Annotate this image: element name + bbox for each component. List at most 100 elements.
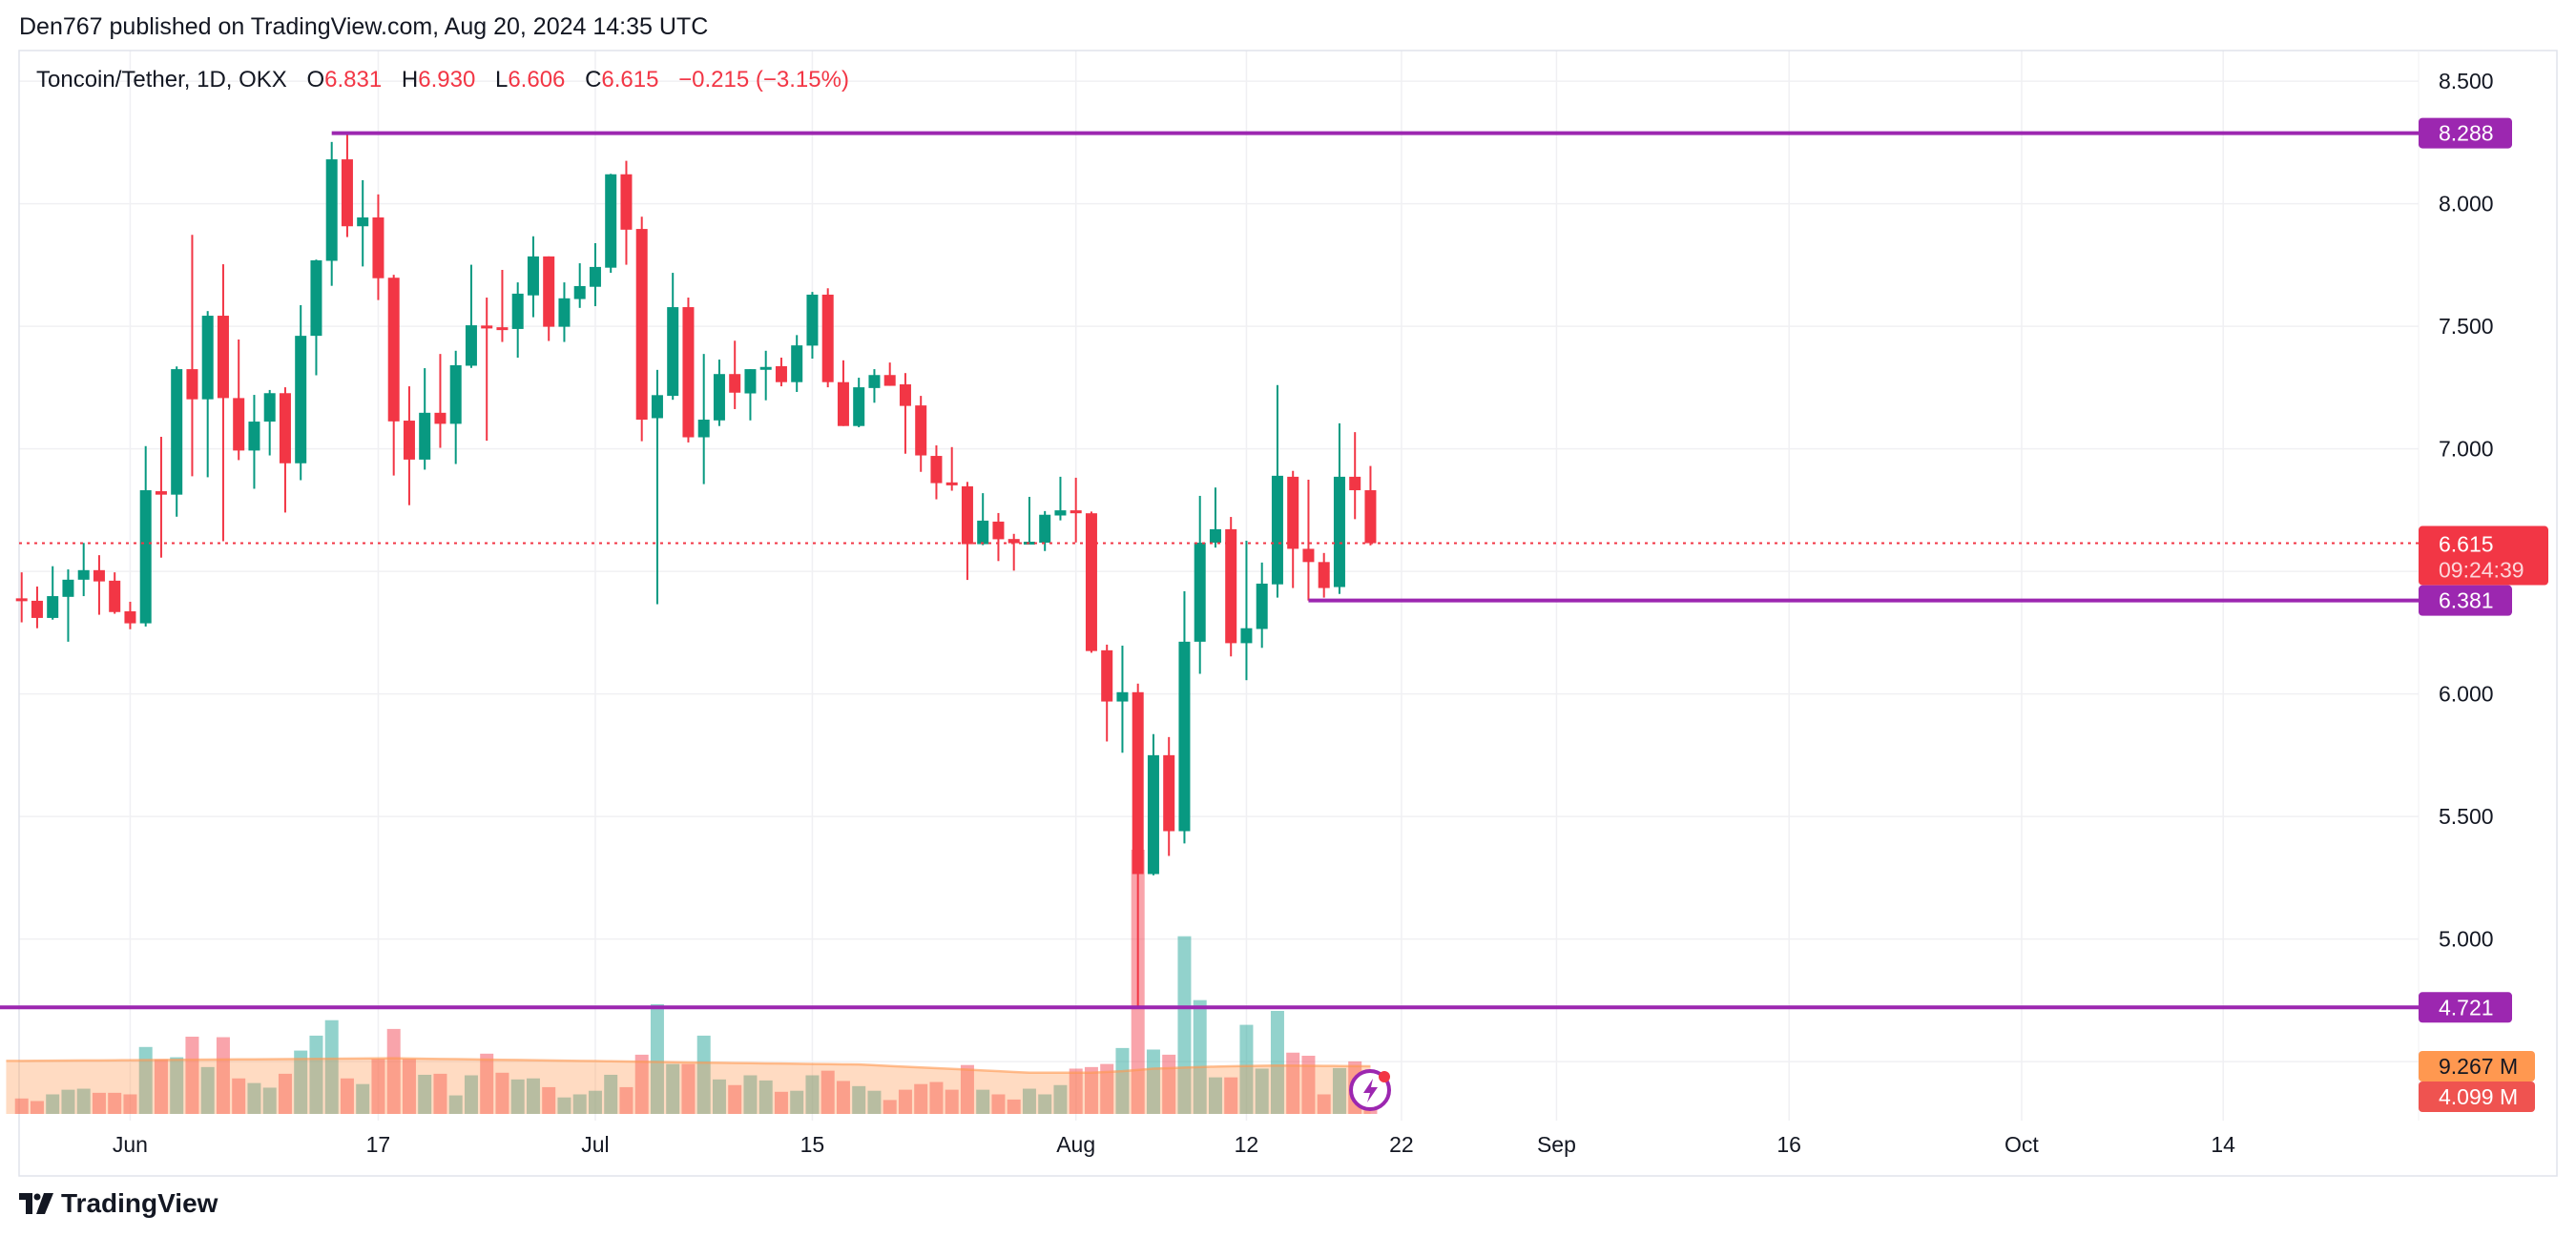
candle[interactable] — [217, 264, 229, 542]
last-price-dot — [2011, 542, 2014, 545]
candle[interactable] — [868, 369, 881, 403]
time-axis[interactable]: Jun 17 Jul 15 Aug 12 22 Sep 16 Oct 14 — [113, 1132, 2235, 1157]
candle[interactable] — [171, 366, 183, 517]
candle[interactable] — [821, 288, 834, 388]
candle[interactable] — [1070, 477, 1082, 543]
candle[interactable] — [977, 493, 989, 546]
last-price-dot — [759, 542, 762, 545]
price-axis[interactable]: 8.500 8.000 7.500 7.000 6.000 5.500 5.000 — [2439, 69, 2494, 952]
candle[interactable] — [1116, 645, 1129, 753]
candle[interactable] — [77, 543, 90, 597]
candle[interactable] — [387, 275, 400, 476]
candle[interactable] — [1132, 683, 1144, 1008]
candle[interactable] — [1240, 540, 1253, 681]
candle[interactable] — [729, 340, 741, 409]
candle[interactable] — [1271, 384, 1283, 598]
candle[interactable] — [806, 292, 819, 360]
candle[interactable] — [837, 360, 849, 426]
candle[interactable] — [15, 572, 28, 623]
candle[interactable] — [201, 311, 214, 478]
candle[interactable] — [1163, 736, 1175, 856]
candle[interactable] — [1318, 552, 1330, 598]
candle[interactable] — [295, 304, 307, 481]
candle[interactable] — [124, 601, 136, 629]
candle[interactable] — [341, 133, 353, 237]
candle[interactable] — [481, 298, 493, 442]
candle[interactable] — [1023, 496, 1035, 546]
candle[interactable] — [357, 179, 369, 267]
candle[interactable] — [1209, 487, 1221, 548]
candle[interactable] — [1085, 511, 1097, 653]
candle[interactable] — [543, 256, 555, 341]
candle[interactable] — [1178, 590, 1191, 844]
tradingview-logo[interactable]: TradingView — [19, 1188, 218, 1219]
candle[interactable] — [1054, 476, 1067, 521]
lightning-alert-icon[interactable] — [1349, 1069, 1391, 1111]
candle[interactable] — [1364, 465, 1377, 546]
candle[interactable] — [635, 216, 648, 442]
candle[interactable] — [915, 396, 927, 472]
candle[interactable] — [527, 236, 539, 318]
candle[interactable] — [263, 389, 276, 456]
candle[interactable] — [1101, 644, 1113, 742]
candle[interactable] — [945, 446, 958, 491]
candle[interactable] — [620, 160, 633, 265]
candle[interactable] — [605, 174, 617, 274]
candle[interactable] — [155, 437, 167, 558]
candle[interactable] — [1287, 470, 1299, 588]
candle[interactable] — [697, 354, 710, 484]
candle[interactable] — [465, 264, 477, 368]
candle[interactable] — [511, 282, 524, 358]
candle[interactable] — [573, 263, 586, 308]
candle[interactable] — [434, 354, 447, 448]
candle-wick — [1059, 476, 1062, 521]
candle[interactable] — [310, 259, 322, 376]
candle[interactable] — [1333, 422, 1345, 594]
candle[interactable] — [248, 395, 260, 489]
candle[interactable] — [853, 378, 865, 427]
last-price-dot — [2408, 542, 2411, 545]
candle[interactable] — [325, 141, 338, 286]
candle[interactable] — [992, 512, 1005, 562]
candle[interactable] — [682, 298, 695, 443]
candle[interactable] — [47, 566, 59, 620]
candle[interactable] — [558, 282, 571, 342]
candle[interactable] — [109, 572, 121, 614]
candle[interactable] — [449, 350, 462, 464]
candle[interactable] — [419, 368, 431, 470]
candle[interactable] — [62, 569, 74, 642]
candle[interactable] — [403, 386, 415, 505]
candle[interactable] — [496, 269, 509, 342]
candle[interactable] — [775, 357, 787, 387]
volume-bar — [1301, 1055, 1316, 1114]
candle[interactable] — [651, 369, 663, 605]
candle[interactable] — [186, 235, 198, 477]
candle[interactable] — [1302, 479, 1315, 601]
candle[interactable] — [93, 555, 105, 615]
candle[interactable] — [667, 273, 679, 401]
candle[interactable] — [1039, 510, 1051, 551]
candle[interactable] — [1225, 517, 1237, 657]
candle[interactable] — [1256, 562, 1268, 649]
candle[interactable] — [930, 445, 943, 500]
candle[interactable] — [31, 587, 43, 628]
candle-wick — [950, 446, 953, 491]
last-price-dot — [187, 542, 190, 545]
candle[interactable] — [1147, 733, 1159, 876]
candle[interactable] — [233, 339, 245, 461]
candle[interactable] — [744, 369, 757, 421]
candle[interactable] — [1008, 533, 1020, 571]
candle[interactable] — [883, 362, 896, 386]
candle[interactable] — [961, 482, 973, 581]
candle[interactable] — [589, 242, 601, 307]
candle[interactable] — [791, 335, 803, 392]
candle[interactable] — [279, 387, 291, 513]
candle[interactable] — [1194, 495, 1206, 674]
candle[interactable] — [713, 360, 725, 426]
candle[interactable] — [139, 445, 152, 627]
candle[interactable] — [372, 194, 384, 300]
candle[interactable] — [759, 350, 772, 401]
candle[interactable] — [899, 373, 911, 454]
candle[interactable] — [1349, 432, 1361, 520]
